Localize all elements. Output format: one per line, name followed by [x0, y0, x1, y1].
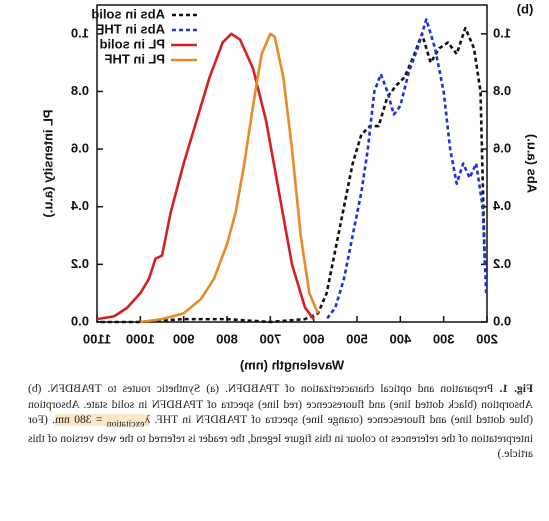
y-tick-label: 0.6 [493, 141, 511, 156]
chart: 200 300 400 500 600 700 800 900 1000 1100 0.0 0.2 0.… [40, 1, 540, 372]
legend-label: Abs in THF [96, 21, 165, 36]
legend-label: PL in THF [105, 51, 165, 66]
series-line [97, 26, 487, 324]
caption-label: Fig. 1. [499, 383, 533, 395]
y2-tick-label: 0.2 [71, 256, 89, 271]
y2-axis-title: PL intensity (a.u.) [40, 109, 55, 217]
x-tick-label: 500 [346, 331, 368, 346]
series-line [140, 32, 320, 324]
caption-highlight: λexcitation = 380 nm [55, 414, 151, 430]
y-axis-title: Abs (a.u.) [525, 134, 540, 193]
y2-tick-label: 0.4 [70, 198, 89, 213]
x-tick-label: 1100 [83, 331, 111, 346]
panel-label: (b) [517, 1, 534, 16]
x-tick-label: 400 [389, 331, 411, 346]
x-tick-label: 300 [433, 331, 455, 346]
legend-label: Abs in solid [91, 6, 165, 21]
y-tick-label: 0.4 [492, 198, 511, 213]
legend-label: PL in solid [99, 36, 165, 51]
x-tick-label: 700 [259, 331, 281, 346]
caption-subscript: excitation [106, 418, 145, 430]
y2-tick-label: 0.8 [71, 83, 89, 98]
x-tick-label: 1000 [126, 331, 155, 346]
y-tick-label: 0.0 [493, 313, 511, 328]
caption: Fig. 1. Preparation and optical characte… [28, 382, 533, 463]
x-tick-label: 900 [173, 331, 195, 346]
x-tick-label: 600 [303, 331, 325, 346]
series-line [96, 32, 315, 321]
x-tick-label: 200 [476, 331, 498, 346]
plot-frame [96, 4, 488, 323]
y-tick-label: 0.8 [493, 83, 511, 98]
y2-tick-label: 1.0 [71, 25, 89, 40]
x-axis-title: Wavelength (nm) [240, 357, 344, 372]
caption-symbol: λ [144, 414, 151, 426]
y-tick-label: 0.2 [493, 256, 511, 271]
y-tick-label: 1.0 [493, 25, 511, 40]
x-tick-label: 800 [216, 331, 238, 346]
series-line [325, 18, 488, 320]
y2-tick-label: 0.0 [71, 313, 89, 328]
y2-tick-label: 0.6 [71, 141, 89, 156]
caption-condition: = 380 nm [55, 414, 103, 426]
